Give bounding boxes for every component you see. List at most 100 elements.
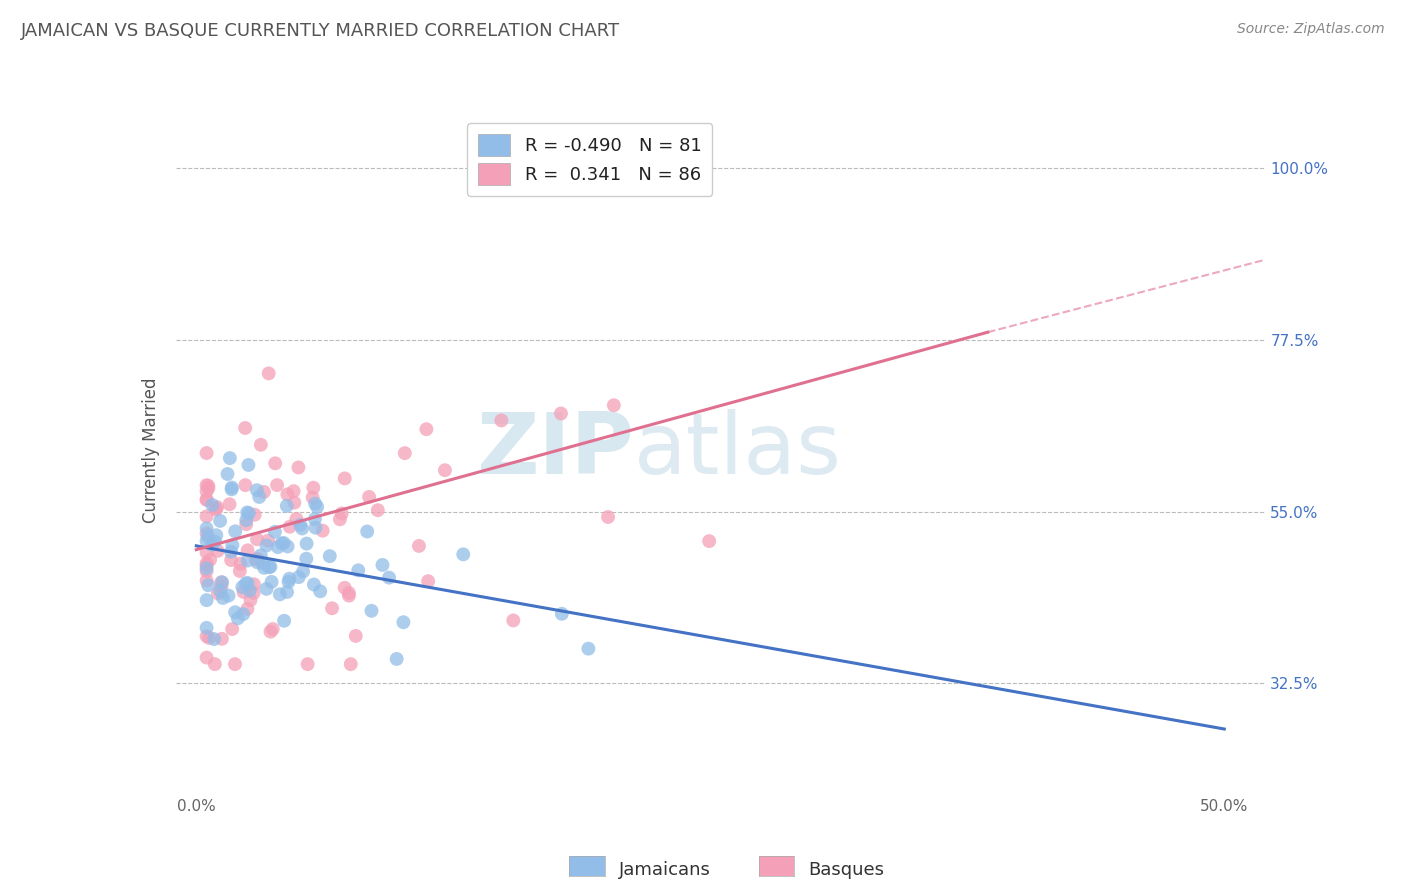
Point (239, 593, 262, 607)
Point (246, 555, 269, 569)
Point (260, 574, 283, 589)
Point (236, 543, 259, 558)
Point (262, 622, 284, 636)
Point (276, 487, 298, 501)
Point (309, 584, 332, 599)
Point (219, 545, 242, 559)
Point (195, 492, 218, 507)
Point (333, 471, 356, 485)
Point (236, 602, 259, 616)
Point (232, 585, 254, 599)
Point (252, 556, 274, 570)
Point (291, 521, 314, 535)
Point (250, 438, 273, 452)
Point (256, 539, 278, 553)
Point (197, 482, 219, 496)
Point (195, 546, 218, 560)
Point (218, 451, 240, 466)
Point (236, 576, 259, 591)
Point (218, 589, 240, 603)
Point (205, 500, 228, 515)
Point (249, 549, 271, 563)
Point (433, 463, 456, 477)
Point (226, 611, 249, 625)
Point (270, 536, 292, 550)
Point (394, 446, 416, 460)
Point (204, 534, 226, 549)
Point (195, 509, 218, 524)
Text: Basques: Basques (808, 861, 884, 879)
Point (576, 641, 599, 656)
Point (385, 652, 408, 666)
Point (273, 614, 295, 628)
Point (195, 492, 218, 507)
Point (360, 604, 382, 618)
Point (211, 575, 233, 590)
Y-axis label: Currently Married: Currently Married (142, 377, 160, 524)
Point (304, 512, 326, 526)
Point (276, 499, 298, 513)
Point (221, 622, 243, 636)
Point (304, 497, 326, 511)
Point (235, 478, 257, 492)
Point (297, 657, 319, 672)
Point (201, 538, 224, 552)
Point (238, 506, 260, 520)
Point (204, 500, 226, 515)
Point (337, 586, 360, 600)
Text: atlas: atlas (633, 409, 841, 492)
Point (209, 514, 232, 528)
Point (329, 512, 352, 526)
Point (502, 614, 524, 628)
Point (418, 574, 440, 589)
Point (221, 538, 243, 552)
Point (195, 593, 218, 607)
Point (302, 481, 325, 495)
Point (273, 536, 295, 550)
Point (235, 513, 257, 527)
Point (253, 484, 276, 499)
Point (195, 574, 218, 588)
Point (256, 582, 278, 596)
Point (321, 601, 343, 615)
Point (211, 579, 233, 593)
Point (246, 533, 269, 547)
Point (415, 422, 437, 436)
Point (243, 508, 266, 522)
Point (221, 481, 243, 495)
Point (264, 456, 287, 470)
Point (195, 446, 218, 460)
Point (195, 564, 218, 578)
Point (392, 615, 415, 630)
Point (550, 407, 572, 421)
Point (246, 483, 269, 498)
Point (603, 398, 626, 412)
Point (195, 533, 218, 548)
Point (197, 479, 219, 493)
Legend: R = -0.490   N = 81, R =  0.341   N = 86: R = -0.490 N = 81, R = 0.341 N = 86 (467, 123, 713, 196)
Point (301, 491, 323, 505)
Point (229, 557, 252, 571)
Point (205, 528, 228, 542)
Point (197, 529, 219, 543)
Point (195, 557, 218, 571)
Point (551, 607, 574, 621)
Point (356, 524, 378, 539)
Point (283, 496, 305, 510)
Point (209, 575, 232, 590)
Point (205, 502, 228, 516)
Point (195, 629, 218, 643)
Text: JAMAICAN VS BASQUE CURRENTLY MARRIED CORRELATION CHART: JAMAICAN VS BASQUE CURRENTLY MARRIED COR… (21, 22, 620, 40)
Point (195, 484, 218, 499)
Point (197, 578, 219, 592)
Point (239, 583, 262, 598)
Point (195, 478, 218, 492)
Point (231, 580, 253, 594)
Point (195, 650, 218, 665)
Point (198, 552, 221, 566)
Point (304, 521, 326, 535)
Point (202, 632, 225, 646)
Point (221, 483, 243, 497)
Point (257, 533, 280, 548)
Point (267, 540, 290, 554)
